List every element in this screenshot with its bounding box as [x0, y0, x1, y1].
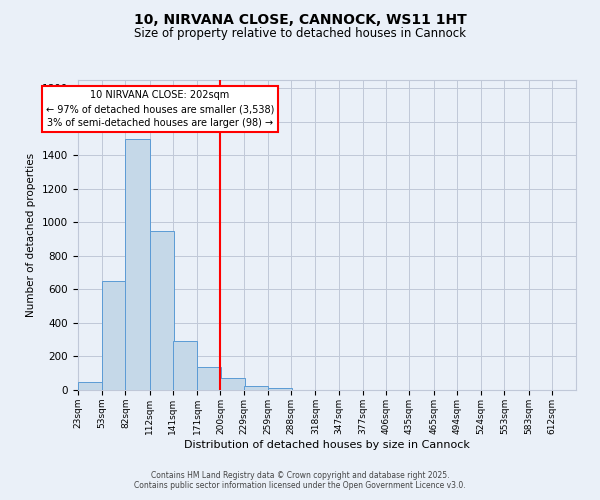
Bar — [149, 231, 174, 390]
Bar — [244, 386, 268, 390]
Text: Contains HM Land Registry data © Crown copyright and database right 2025.
Contai: Contains HM Land Registry data © Crown c… — [134, 470, 466, 490]
Bar — [197, 366, 221, 390]
Text: Size of property relative to detached houses in Cannock: Size of property relative to detached ho… — [134, 28, 466, 40]
X-axis label: Distribution of detached houses by size in Cannock: Distribution of detached houses by size … — [184, 440, 470, 450]
Bar — [78, 382, 102, 390]
Bar — [125, 138, 149, 390]
Bar — [102, 281, 126, 390]
Text: 10, NIRVANA CLOSE, CANNOCK, WS11 1HT: 10, NIRVANA CLOSE, CANNOCK, WS11 1HT — [134, 12, 466, 26]
Bar — [220, 378, 245, 390]
Bar — [268, 388, 292, 390]
Y-axis label: Number of detached properties: Number of detached properties — [26, 153, 37, 317]
Bar — [173, 340, 197, 390]
Text: 10 NIRVANA CLOSE: 202sqm
← 97% of detached houses are smaller (3,538)
3% of semi: 10 NIRVANA CLOSE: 202sqm ← 97% of detach… — [46, 90, 274, 128]
